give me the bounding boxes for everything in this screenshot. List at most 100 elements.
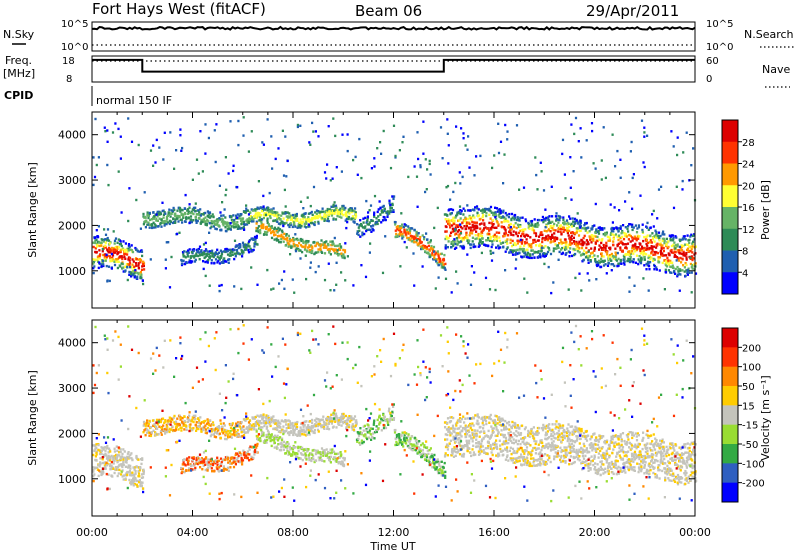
range-cell [338,215,341,218]
range-cell [669,261,672,265]
range-cell [472,214,475,217]
noise-strip: N.Sky 10^5 10^0 10^5 10^0 N.Search [3,19,796,53]
range-cell [494,211,497,214]
range-cell [129,248,132,251]
range-cell [506,246,509,249]
range-cell [666,261,669,264]
range-cell [567,243,570,247]
range-cell [575,229,578,232]
range-cell [154,161,157,164]
range-cell [631,223,634,226]
range-cell [239,460,242,464]
range-cell [272,427,275,431]
range-cell [493,235,496,238]
range-cell [283,237,286,240]
range-cell [583,224,586,227]
range-cell [328,210,331,213]
range-cell [490,222,493,225]
range-cell [255,428,258,431]
range-cell [334,204,338,207]
range-cell [106,163,109,167]
range-cell [470,243,473,246]
range-cell [93,473,96,476]
range-cell [373,211,376,214]
range-cell [614,254,618,257]
range-cell [250,218,253,221]
nave-tick-high: 60 [706,56,719,67]
range-cell [502,209,505,212]
range-cell [142,212,145,216]
range-cell [531,226,534,230]
range-cell [595,228,598,231]
range-cell [234,217,238,220]
range-cell [195,221,198,224]
range-cell [641,230,644,234]
range-cell [201,468,204,471]
range-cell [210,259,213,262]
range-cell [378,219,381,222]
range-cell [264,213,267,216]
range-cell [116,266,119,270]
range-cell [223,260,227,263]
range-cell [673,241,676,244]
range-cell [404,233,407,236]
range-cell [489,217,492,220]
range-cell [92,453,95,457]
range-cell [350,210,353,214]
range-cell [573,239,576,243]
range-cell [219,464,223,467]
range-cell [261,206,264,209]
range-cell [529,236,532,239]
range-cell [255,236,258,239]
range-cell [105,454,108,457]
range-cell [485,211,488,215]
range-cell [326,425,329,428]
range-cell [114,245,117,249]
range-cell [517,223,520,226]
range-cell [236,431,239,435]
range-cell [510,233,513,236]
range-cell [545,216,548,220]
range-cell [419,165,422,169]
range-cell [315,215,319,218]
range-cell [270,210,273,213]
range-cell [206,252,209,255]
range-cell [579,222,582,225]
range-cell [386,211,389,214]
range-cell [645,268,648,271]
range-cell [333,212,336,215]
range-cell [400,212,403,215]
range-cell [435,259,438,263]
range-cell [222,259,225,262]
range-cell [272,287,275,290]
range-cell [529,253,532,256]
range-cell [117,472,120,475]
range-cell [353,217,356,220]
range-cell [139,227,142,230]
range-cell [341,133,344,136]
range-cell [117,257,120,261]
range-cell [596,261,600,264]
range-cell [501,211,504,214]
range-cell [301,238,304,241]
range-cell [273,226,277,229]
range-cell [322,415,325,418]
range-cell [106,140,109,143]
range-cell [311,421,314,424]
range-cell [247,213,251,216]
range-cell [331,177,334,180]
range-cell [107,249,110,253]
range-cell [268,423,271,426]
range-cell [473,208,476,212]
range-cell [379,206,382,209]
range-cell [99,253,102,256]
range-cell [235,433,238,436]
range-cell [407,232,410,235]
range-cell [475,155,478,158]
range-cell [665,243,668,247]
range-cell [185,428,188,431]
range-cell [501,215,505,218]
range-cell [694,272,698,275]
range-cell [594,235,597,238]
range-cell [360,176,363,180]
